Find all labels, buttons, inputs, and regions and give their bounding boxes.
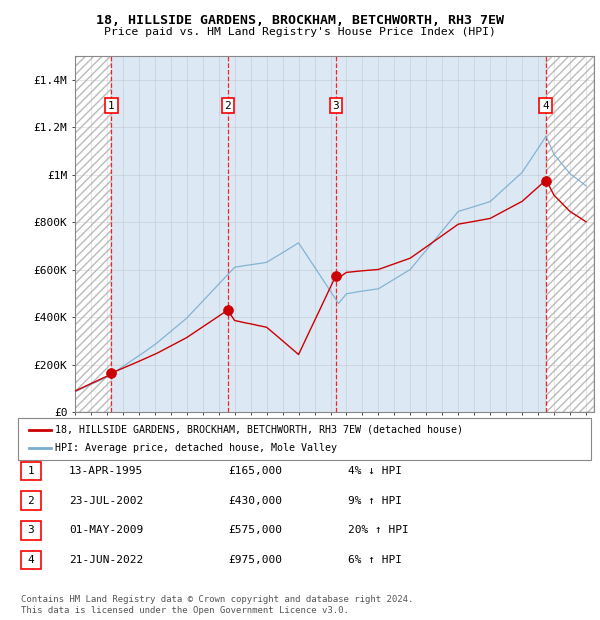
Text: 1: 1 — [108, 100, 115, 111]
Point — [223, 305, 232, 315]
Text: 13-APR-1995: 13-APR-1995 — [69, 466, 143, 476]
Text: 2: 2 — [28, 495, 34, 506]
Text: HPI: Average price, detached house, Mole Valley: HPI: Average price, detached house, Mole… — [55, 443, 337, 453]
Text: 01-MAY-2009: 01-MAY-2009 — [69, 525, 143, 536]
Point — [541, 175, 550, 185]
Text: 3: 3 — [28, 525, 34, 536]
Text: 20% ↑ HPI: 20% ↑ HPI — [348, 525, 409, 536]
Text: Price paid vs. HM Land Registry's House Price Index (HPI): Price paid vs. HM Land Registry's House … — [104, 27, 496, 37]
Text: 6% ↑ HPI: 6% ↑ HPI — [348, 555, 402, 565]
Text: Contains HM Land Registry data © Crown copyright and database right 2024.
This d: Contains HM Land Registry data © Crown c… — [21, 595, 413, 614]
Text: 3: 3 — [332, 100, 339, 111]
Text: 18, HILLSIDE GARDENS, BROCKHAM, BETCHWORTH, RH3 7EW (detached house): 18, HILLSIDE GARDENS, BROCKHAM, BETCHWOR… — [55, 425, 463, 435]
Text: 23-JUL-2002: 23-JUL-2002 — [69, 495, 143, 506]
Point — [107, 368, 116, 378]
Bar — [545, 56, 594, 412]
Text: 2: 2 — [224, 100, 231, 111]
Text: £975,000: £975,000 — [228, 555, 282, 565]
Text: 9% ↑ HPI: 9% ↑ HPI — [348, 495, 402, 506]
Text: £575,000: £575,000 — [228, 525, 282, 536]
Text: £165,000: £165,000 — [228, 466, 282, 476]
Bar — [75, 56, 112, 412]
Text: 18, HILLSIDE GARDENS, BROCKHAM, BETCHWORTH, RH3 7EW: 18, HILLSIDE GARDENS, BROCKHAM, BETCHWOR… — [96, 14, 504, 27]
Text: 1: 1 — [28, 466, 34, 476]
Text: 21-JUN-2022: 21-JUN-2022 — [69, 555, 143, 565]
Text: 4: 4 — [542, 100, 549, 111]
Point — [331, 271, 341, 281]
Text: £430,000: £430,000 — [228, 495, 282, 506]
Text: 4% ↓ HPI: 4% ↓ HPI — [348, 466, 402, 476]
Text: 4: 4 — [28, 555, 34, 565]
